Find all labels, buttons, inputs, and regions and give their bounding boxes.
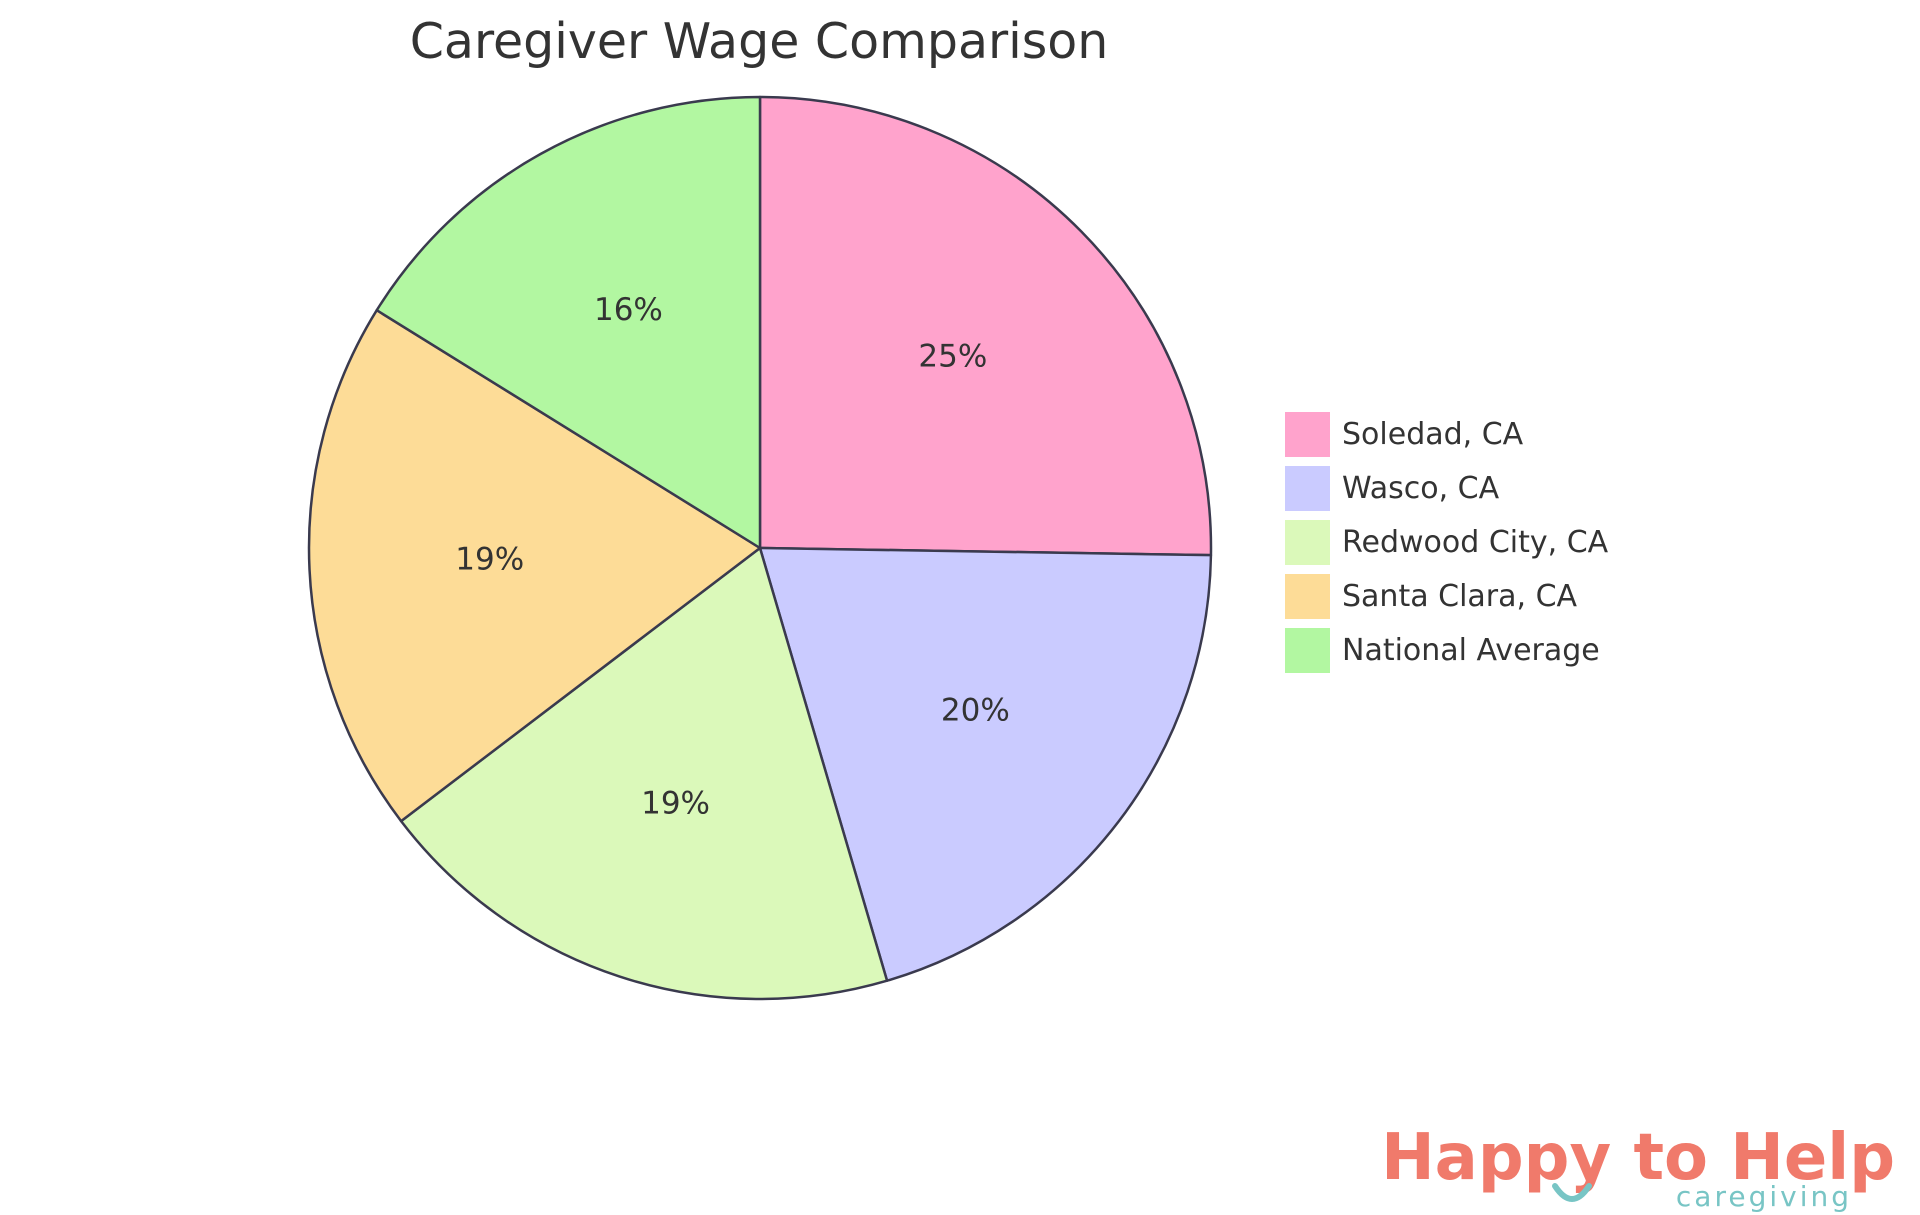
- pie-slice: [307, 308, 762, 823]
- pie-slice: [758, 95, 1213, 557]
- legend: Soledad, CA Wasco, CA Redwood City, CA Sant…: [1285, 412, 1609, 673]
- slice-percent-label: 19%: [455, 541, 524, 577]
- logo-brand-text: Happy to Help: [1381, 1121, 1895, 1195]
- legend-label: Wasco, CA: [1342, 471, 1500, 506]
- legend-swatch: [1285, 628, 1330, 673]
- legend-label: Santa Clara, CA: [1342, 579, 1578, 614]
- chart-title: Caregiver Wage Comparison: [410, 13, 1109, 70]
- legend-swatch: [1285, 574, 1330, 619]
- pie-slice-labels: 25% 20% 19% 19% 16%: [455, 292, 1010, 822]
- logo-smile-icon: [1552, 1183, 1592, 1202]
- legend-label: National Average: [1342, 633, 1600, 668]
- legend-swatch: [1285, 412, 1330, 457]
- logo-tagline-text: caregiving: [1676, 1180, 1852, 1213]
- pie-slices: [307, 95, 1213, 1001]
- pie-slice: [375, 95, 762, 550]
- slice-percent-label: 16%: [594, 292, 663, 328]
- legend-swatch: [1285, 466, 1330, 511]
- slice-percent-label: 25%: [918, 339, 987, 375]
- legend-label: Redwood City, CA: [1342, 525, 1609, 560]
- slice-percent-label: 19%: [641, 786, 710, 822]
- logo: Happy to Help caregiving: [1381, 1121, 1895, 1213]
- legend-swatch: [1285, 520, 1330, 565]
- pie-slice: [758, 546, 1213, 982]
- pie-slice: [399, 546, 889, 1001]
- slice-percent-label: 20%: [941, 692, 1010, 728]
- legend-label: Soledad, CA: [1342, 417, 1524, 452]
